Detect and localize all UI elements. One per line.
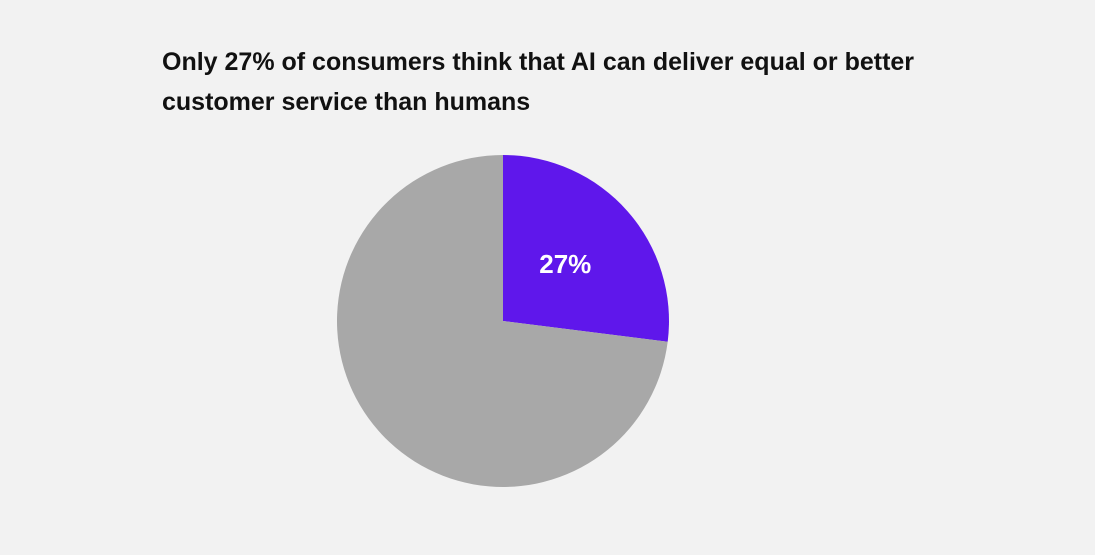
chart-title: Only 27% of consumers think that AI can …	[162, 48, 915, 116]
pie-slice	[336, 155, 668, 487]
pie-slice	[503, 155, 669, 342]
data-label: 27%	[539, 249, 591, 279]
